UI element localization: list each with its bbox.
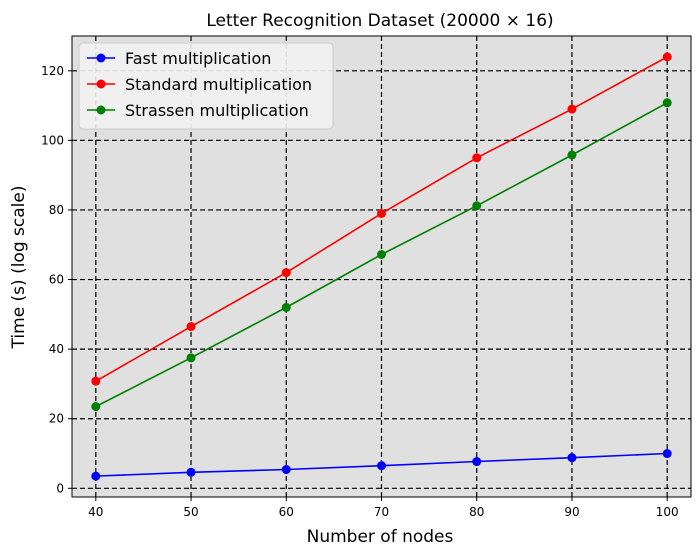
legend-label-0: Fast multiplication (125, 49, 271, 68)
series-1-point-6 (662, 52, 672, 62)
series-0-point-2 (281, 465, 291, 475)
series-2-point-6 (662, 98, 672, 108)
series-2-point-5 (567, 150, 577, 160)
x-tick-label-70: 70 (374, 505, 389, 519)
y-tick-label-80: 80 (49, 203, 64, 217)
x-tick-label-90: 90 (564, 505, 579, 519)
x-tick-label-100: 100 (656, 505, 679, 519)
series-2-point-1 (186, 353, 196, 363)
plot-frame (71, 35, 692, 498)
x-tick-label-40: 40 (88, 505, 103, 519)
series-1-point-0 (91, 376, 101, 386)
chart-title: Letter Recognition Dataset (20000 × 16) (206, 11, 553, 31)
legend: Fast multiplication Standard multiplicati… (78, 42, 334, 130)
series-2-point-3 (377, 249, 386, 259)
series-0-point-1 (186, 467, 196, 477)
series-2-point-4 (472, 201, 482, 211)
legend-marker-1 (96, 79, 106, 89)
legend-label-1: Standard multiplication (125, 75, 312, 94)
series-2-point-2 (281, 302, 291, 312)
legend-box (78, 42, 334, 130)
series-0-point-3 (377, 461, 386, 471)
legend-marker-2 (96, 105, 106, 115)
series-0-point-6 (662, 449, 672, 459)
y-axis-label: Time (s) (log scale) (9, 186, 29, 350)
series-2-point-0 (91, 402, 101, 412)
y-tick-label-120: 120 (41, 64, 64, 78)
series-1-point-5 (567, 104, 577, 114)
y-tick-label-60: 60 (49, 273, 64, 287)
x-tick-label-80: 80 (469, 505, 484, 519)
series-1-point-3 (377, 208, 386, 218)
series-0-point-4 (472, 457, 482, 467)
x-axis-label: Number of nodes (307, 527, 454, 547)
legend-marker-0 (96, 53, 106, 63)
y-tick-label-0: 0 (56, 481, 64, 495)
y-tick-label-40: 40 (49, 342, 64, 356)
series-1-point-1 (186, 322, 196, 332)
series-1-point-2 (281, 268, 291, 278)
y-tick-label-20: 20 (49, 412, 64, 426)
series-0-point-0 (91, 471, 101, 481)
x-tick-label-50: 50 (183, 505, 198, 519)
x-tick-label-60: 60 (279, 505, 294, 519)
y-tick-label-100: 100 (41, 133, 64, 147)
series-0-point-5 (567, 453, 577, 463)
series-1-point-4 (472, 153, 482, 163)
legend-label-2: Strassen multiplication (125, 101, 309, 120)
